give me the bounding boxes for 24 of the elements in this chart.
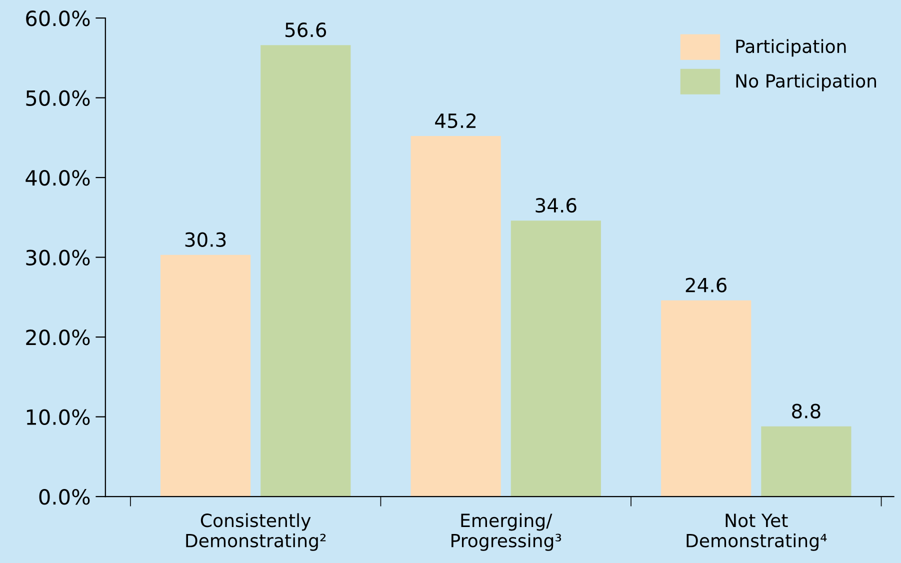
bar xyxy=(661,300,752,497)
bar xyxy=(260,45,351,497)
y-tick-label: 10.0% xyxy=(26,409,90,426)
y-tick-label: 60.0% xyxy=(26,10,90,26)
legend-label: Participation xyxy=(736,39,846,57)
legend-label: No Participation xyxy=(736,74,876,92)
x-tick-label: Not Yet Demonstrating⁴ xyxy=(686,514,827,551)
data-label: 30.3 xyxy=(185,232,226,247)
data-label: 56.6 xyxy=(285,22,326,38)
data-label: 45.2 xyxy=(435,113,476,128)
y-tick-label: 50.0% xyxy=(26,90,90,106)
bar xyxy=(510,220,601,497)
bar xyxy=(761,426,852,497)
y-tick-label: 30.0% xyxy=(26,250,90,266)
x-tick-label: Emerging/ Progressing³ xyxy=(452,513,562,551)
y-tick-label: 0.0% xyxy=(39,489,90,505)
bar xyxy=(410,136,501,497)
data-label: 8.8 xyxy=(792,404,820,418)
y-tick-label: 40.0% xyxy=(26,170,90,186)
bar xyxy=(160,254,251,497)
data-label: 24.6 xyxy=(686,278,727,292)
x-tick-label: Consistently Demonstrating² xyxy=(186,513,326,551)
data-label: 34.6 xyxy=(536,198,576,213)
y-tick-label: 20.0% xyxy=(26,330,90,346)
